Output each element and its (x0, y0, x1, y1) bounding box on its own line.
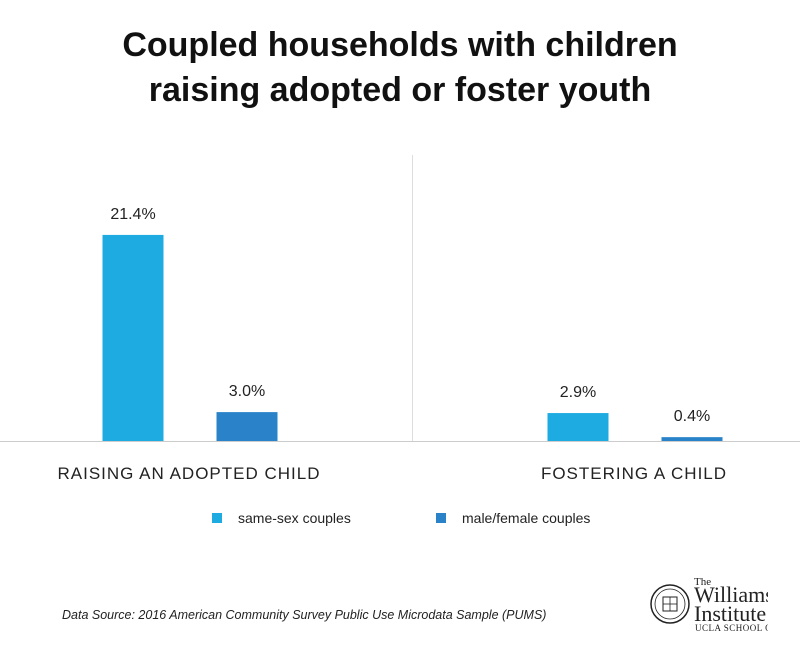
category-label: RAISING AN ADOPTED CHILD (58, 464, 321, 483)
bar-same-sex-adopted (102, 234, 164, 441)
bar-same-sex-fostering (547, 413, 609, 441)
bar-male-female-fostering (661, 437, 723, 441)
value-label: 2.9% (560, 384, 596, 401)
value-label: 0.4% (674, 408, 710, 425)
logo-name-line-1: Williams (694, 582, 768, 607)
logo-the: The (694, 576, 711, 588)
legend-swatch (212, 513, 222, 523)
williams-institute-logo: The Williams Institute UCLA SCHOOL OF LA… (650, 576, 768, 633)
chart-title-line-2: raising adopted or foster youth (148, 71, 652, 109)
bar-chart: 21.4% 3.0% RAISING AN ADOPTED CHILD 2.9% 0.4… (0, 155, 800, 526)
seal-icon (650, 584, 690, 624)
logo-name-line-2: Institute (694, 601, 766, 626)
category-label: FOSTERING A CHILD (541, 464, 727, 483)
value-label: 21.4% (110, 206, 155, 223)
value-label: 3.0% (229, 383, 265, 400)
legend-label: same-sex couples (238, 510, 351, 526)
data-source-note: Data Source: 2016 American Community Sur… (62, 608, 547, 622)
chart-title-line-1: Coupled households with children (122, 26, 678, 64)
legend-swatch (436, 513, 446, 523)
bar-male-female-adopted (216, 412, 278, 441)
legend-label: male/female couples (462, 510, 590, 526)
logo-subtitle: UCLA SCHOOL OF LAW (695, 623, 768, 633)
